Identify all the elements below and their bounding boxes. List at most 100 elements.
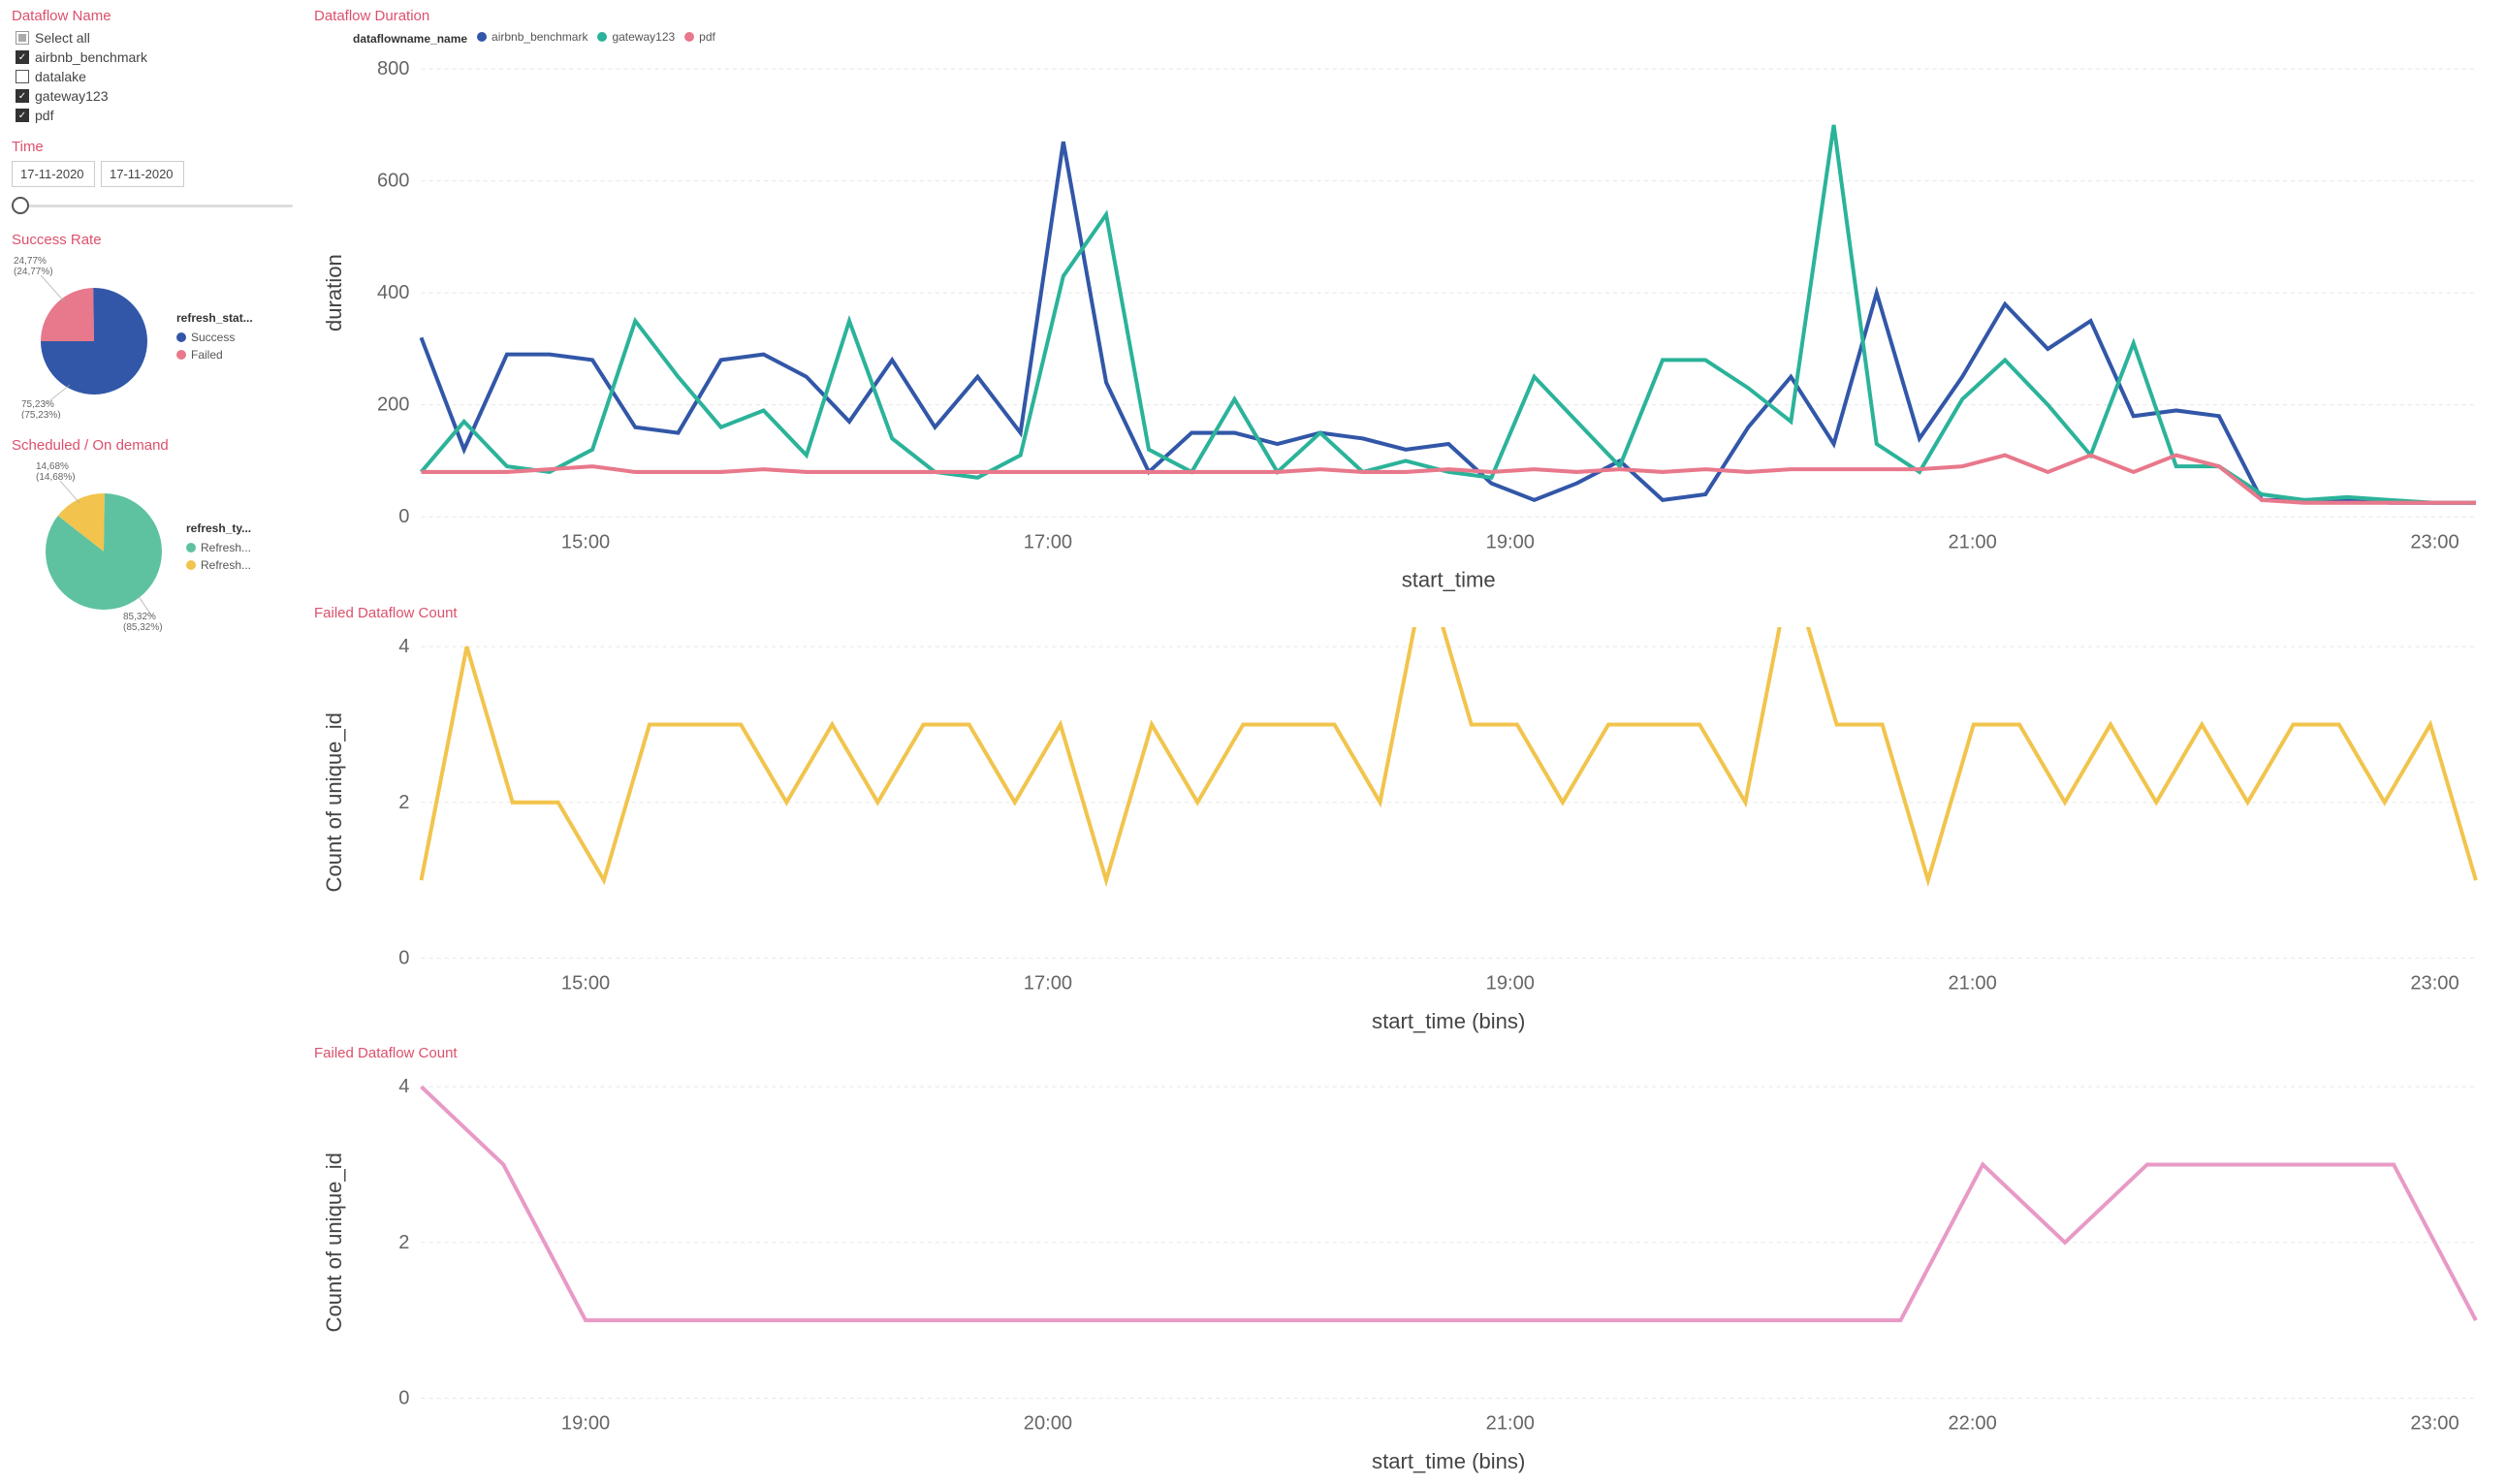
checkbox-icon [16, 31, 29, 45]
svg-text:0: 0 [398, 947, 409, 968]
svg-text:0: 0 [398, 506, 409, 527]
duration-chart-block: Dataflow Duration dataflowname_name airb… [314, 8, 2495, 595]
svg-text:75,23%: 75,23% [21, 399, 54, 410]
svg-text:23:00: 23:00 [2410, 531, 2459, 553]
svg-text:15:00: 15:00 [561, 972, 610, 994]
time-filter: Time 17-11-2020 17-11-2020 [12, 139, 302, 216]
checkbox-airbnb[interactable]: airbnb_benchmark [16, 49, 302, 65]
time-title: Time [12, 139, 302, 155]
svg-text:start_time (bins): start_time (bins) [1372, 1008, 1525, 1032]
time-slider[interactable] [12, 197, 302, 216]
svg-text:2: 2 [398, 1232, 409, 1253]
svg-text:19:00: 19:00 [1486, 531, 1535, 553]
svg-text:19:00: 19:00 [1486, 972, 1535, 994]
legend-label: Refresh... [201, 541, 251, 554]
svg-text:20:00: 20:00 [1024, 1413, 1072, 1435]
svg-text:start_time: start_time [1402, 567, 1496, 591]
legend-label: Refresh... [201, 558, 251, 572]
scheduled-legend: refresh_ty... Refresh... Refresh... [186, 521, 251, 576]
svg-text:2: 2 [398, 791, 409, 812]
legend-title: refresh_stat... [176, 311, 253, 325]
success-rate-title: Success Rate [12, 232, 302, 248]
series-field-label: dataflowname_name [353, 32, 467, 46]
svg-text:4: 4 [398, 636, 409, 657]
svg-text:(14,68%): (14,68%) [36, 472, 76, 483]
legend-title: refresh_ty... [186, 521, 251, 535]
scheduled-pie[interactable]: 14,68%(14,68%)85,32%(85,32%) [12, 459, 167, 634]
svg-text:17:00: 17:00 [1024, 531, 1072, 553]
legend-label: gateway123 [612, 30, 675, 44]
legend-item-pdf[interactable]: pdf [684, 30, 715, 44]
svg-text:start_time (bins): start_time (bins) [1372, 1449, 1525, 1473]
svg-text:400: 400 [377, 282, 410, 303]
select-all-checkbox[interactable]: Select all [16, 30, 302, 46]
checkbox-label: Select all [35, 30, 90, 46]
legend-dot [597, 32, 607, 42]
checkbox-icon [16, 70, 29, 83]
checkbox-label: pdf [35, 108, 53, 123]
main-charts: Dataflow Duration dataflowname_name airb… [314, 8, 2495, 1476]
legend-item-refresh1[interactable]: Refresh... [186, 541, 251, 554]
checkbox-label: gateway123 [35, 88, 109, 104]
legend-label: airbnb_benchmark [492, 30, 587, 44]
svg-text:21:00: 21:00 [1486, 1413, 1535, 1435]
duration-chart[interactable]: 020040060080015:0017:0019:0021:0023:00du… [314, 49, 2495, 595]
svg-text:duration: duration [322, 254, 346, 332]
legend-item-refresh2[interactable]: Refresh... [186, 558, 251, 572]
failed-count-2-title: Failed Dataflow Count [314, 1045, 2495, 1061]
legend-label: pdf [699, 30, 715, 44]
svg-text:800: 800 [377, 58, 410, 79]
legend-item-success[interactable]: Success [176, 331, 253, 344]
svg-text:Count of unique_id: Count of unique_id [322, 1152, 346, 1332]
legend-label: Failed [191, 348, 223, 362]
svg-text:14,68%: 14,68% [36, 461, 69, 472]
dataflow-name-filter: Dataflow Name Select all airbnb_benchmar… [12, 8, 302, 123]
svg-text:(85,32%): (85,32%) [123, 622, 163, 633]
slider-track [21, 205, 293, 207]
checkbox-icon [16, 109, 29, 122]
checkbox-gateway[interactable]: gateway123 [16, 88, 302, 104]
svg-text:600: 600 [377, 171, 410, 192]
legend-item-gateway[interactable]: gateway123 [597, 30, 675, 44]
svg-text:21:00: 21:00 [1949, 531, 1997, 553]
svg-text:(75,23%): (75,23%) [21, 410, 61, 419]
legend-label: Success [191, 331, 235, 344]
sidebar: Dataflow Name Select all airbnb_benchmar… [12, 8, 302, 1476]
checkbox-pdf[interactable]: pdf [16, 108, 302, 123]
checkbox-icon [16, 50, 29, 64]
failed-count-1-title: Failed Dataflow Count [314, 605, 2495, 621]
svg-text:Count of unique_id: Count of unique_id [322, 712, 346, 892]
svg-text:0: 0 [398, 1388, 409, 1409]
checkbox-label: airbnb_benchmark [35, 49, 147, 65]
legend-dot [176, 332, 186, 342]
svg-text:19:00: 19:00 [561, 1413, 610, 1435]
legend-dot [176, 350, 186, 360]
checkbox-label: datalake [35, 69, 86, 84]
date-from-input[interactable]: 17-11-2020 [12, 161, 95, 187]
slider-thumb[interactable] [12, 197, 29, 214]
checkbox-datalake[interactable]: datalake [16, 69, 302, 84]
dataflow-checkbox-list: Select all airbnb_benchmark datalake gat… [12, 30, 302, 123]
scheduled-title: Scheduled / On demand [12, 437, 302, 454]
legend-item-airbnb[interactable]: airbnb_benchmark [477, 30, 587, 44]
duration-chart-title: Dataflow Duration [314, 8, 2495, 24]
failed-count-1-chart[interactable]: 02415:0017:0019:0021:0023:00Count of uni… [314, 627, 2495, 1036]
failed-count-1-block: Failed Dataflow Count 0 2 4 15:00 17:00 19:00… [314, 605, 2495, 1036]
svg-text:23:00: 23:00 [2410, 1413, 2459, 1435]
scheduled-section: Scheduled / On demand 14,68%(14,68%)85,3… [12, 437, 302, 637]
success-rate-pie[interactable]: 24,77%(24,77%)75,23%(75,23%) [12, 254, 157, 419]
svg-text:4: 4 [398, 1076, 409, 1097]
dataflow-name-title: Dataflow Name [12, 8, 302, 24]
date-to-input[interactable]: 17-11-2020 [101, 161, 184, 187]
svg-text:17:00: 17:00 [1024, 972, 1072, 994]
success-rate-section: Success Rate 24,77%(24,77%)75,23%(75,23%… [12, 232, 302, 422]
legend-dot [477, 32, 487, 42]
svg-text:(24,77%): (24,77%) [14, 267, 53, 277]
legend-dot [684, 32, 694, 42]
legend-dot [186, 543, 196, 553]
legend-dot [186, 560, 196, 570]
success-rate-legend: refresh_stat... Success Failed [176, 311, 253, 365]
svg-text:22:00: 22:00 [1949, 1413, 1997, 1435]
legend-item-failed[interactable]: Failed [176, 348, 253, 362]
duration-chart-legend: dataflowname_name airbnb_benchmark gatew… [314, 30, 2495, 47]
